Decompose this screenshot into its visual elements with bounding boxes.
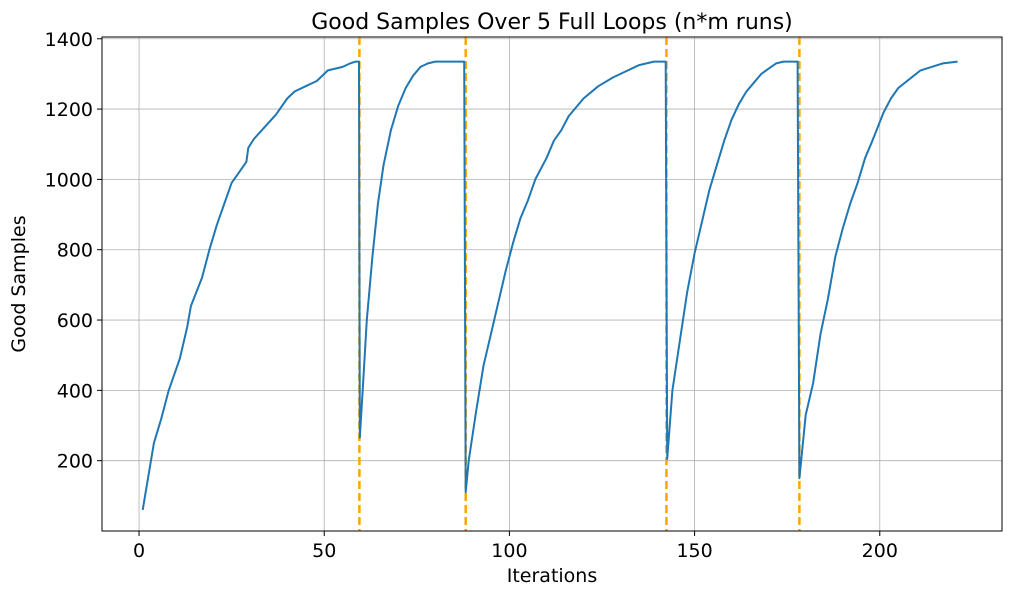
y-tick-label: 800 — [57, 240, 93, 262]
x-axis-label: Iterations — [507, 565, 598, 587]
y-axis-label: Good Samples — [8, 215, 30, 352]
ticks: 0 50 100 150 200 200 400 600 800 1000 1200 1400 — [45, 29, 898, 562]
chart-title: Good Samples Over 5 Full Loops (n*m runs… — [311, 10, 793, 35]
x-tick-label: 150 — [676, 540, 712, 562]
y-tick-label: 200 — [57, 451, 93, 473]
x-tick-label: 50 — [312, 540, 336, 562]
loop-boundaries — [358, 37, 801, 531]
series-line — [141, 60, 958, 511]
plot-frame — [101, 36, 1003, 532]
y-tick-label: 1200 — [45, 99, 93, 121]
x-tick-label: 100 — [491, 540, 527, 562]
y-tick-label: 600 — [57, 310, 93, 332]
y-tick-label: 1400 — [45, 29, 93, 51]
x-tick-label: 0 — [133, 540, 145, 562]
grid — [102, 37, 1002, 531]
x-tick-label: 200 — [862, 540, 898, 562]
series-layer — [141, 60, 958, 511]
y-tick-label: 400 — [57, 380, 93, 402]
y-tick-label: 1000 — [45, 169, 93, 191]
